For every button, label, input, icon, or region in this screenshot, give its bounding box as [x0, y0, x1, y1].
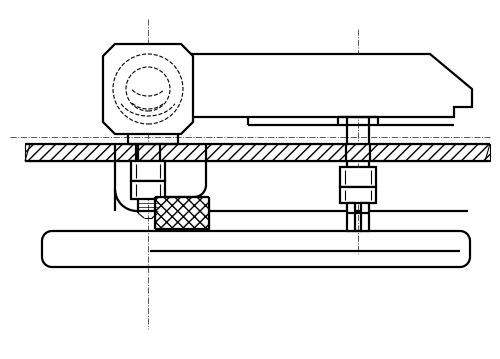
Bar — [131, 181, 165, 199]
Bar — [25, 144, 490, 161]
Polygon shape — [103, 44, 193, 134]
Bar — [131, 161, 165, 181]
Bar — [340, 167, 376, 187]
Bar — [347, 203, 355, 231]
Polygon shape — [128, 54, 472, 117]
Bar — [155, 197, 209, 229]
Bar — [340, 187, 376, 203]
Bar — [361, 203, 369, 231]
